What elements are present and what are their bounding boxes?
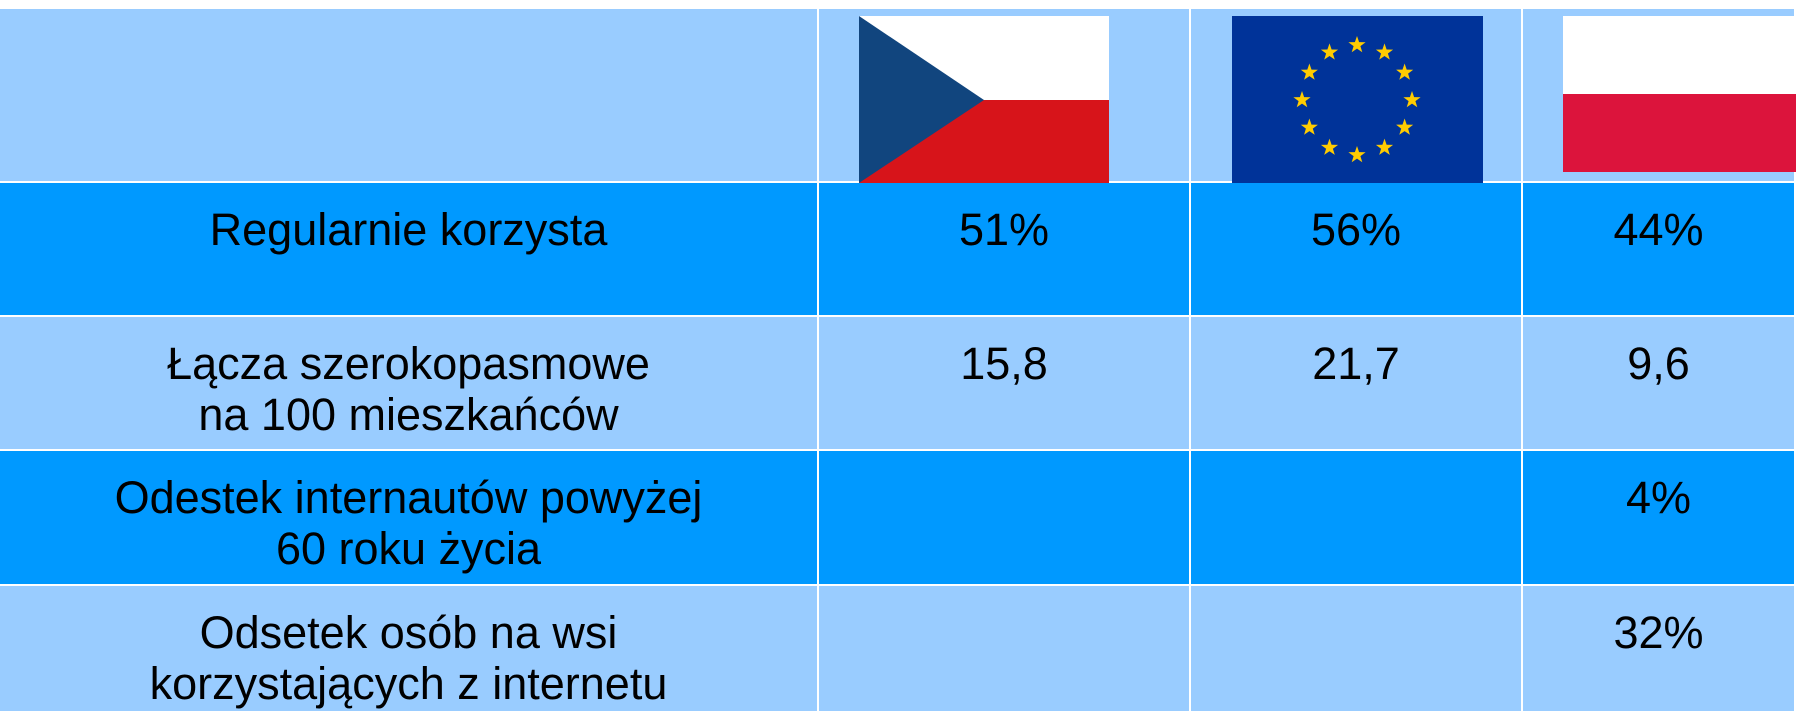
value-cell: 9,6 <box>1523 317 1796 451</box>
row-label: Odsetek osób na wsi <box>199 607 618 658</box>
value-cell: 44% <box>1523 183 1796 317</box>
value-cell <box>1191 586 1523 713</box>
value-cell: 51% <box>819 183 1191 317</box>
eu-star <box>1320 43 1339 60</box>
row-label-cell: Odsetek osób na wsi korzystających z inte… <box>0 586 819 713</box>
cell-value: 15,8 <box>960 338 1048 389</box>
eu-star <box>1348 146 1366 163</box>
cell-value: 56% <box>1310 204 1402 255</box>
value-cell: 56% <box>1191 183 1523 317</box>
value-cell <box>819 586 1191 713</box>
row-label: korzystających z internetu <box>149 658 668 709</box>
eu-star <box>1300 118 1318 135</box>
value-cell: 4% <box>1523 451 1796 586</box>
value-cell <box>1191 451 1523 586</box>
row-label: na 100 mieszkańców <box>198 389 619 440</box>
cell-value: 44% <box>1613 204 1704 255</box>
eu-star <box>1293 91 1311 108</box>
cell-value: 21,7 <box>1312 338 1400 389</box>
czech-flag <box>859 16 1109 183</box>
cell-value: 51% <box>958 204 1050 255</box>
header-cell <box>0 9 819 183</box>
cell-value: 32% <box>1613 607 1704 658</box>
row-label-cell: Łącza szerokopasmowe na 100 mieszkańców <box>0 317 819 451</box>
eu-star <box>1396 118 1414 135</box>
value-cell: 32% <box>1523 586 1796 713</box>
row-label: Regularnie korzysta <box>209 204 608 255</box>
cell-value: 4% <box>1625 472 1692 523</box>
row-label: Odestek internautów powyżej <box>114 472 703 523</box>
cell-value: 9,6 <box>1627 338 1690 389</box>
eu-star <box>1320 138 1339 155</box>
row-label: 60 roku życia <box>275 523 542 574</box>
eu-star <box>1396 63 1414 80</box>
eu-star <box>1300 63 1318 80</box>
value-cell <box>819 451 1191 586</box>
poland-flag <box>1563 16 1796 172</box>
eu-star <box>1375 138 1394 155</box>
row-label: Łącza szerokopasmowe <box>167 338 650 389</box>
eu-star <box>1403 91 1421 108</box>
row-label-cell: Regularnie korzysta <box>0 183 819 317</box>
row-label-cell: Odestek internautów powyżej 60 roku życia <box>0 451 819 586</box>
value-cell: 15,8 <box>819 317 1191 451</box>
eu-flag <box>1232 16 1483 183</box>
value-cell: 21,7 <box>1191 317 1523 451</box>
eu-star <box>1375 43 1394 60</box>
eu-star <box>1348 36 1366 53</box>
